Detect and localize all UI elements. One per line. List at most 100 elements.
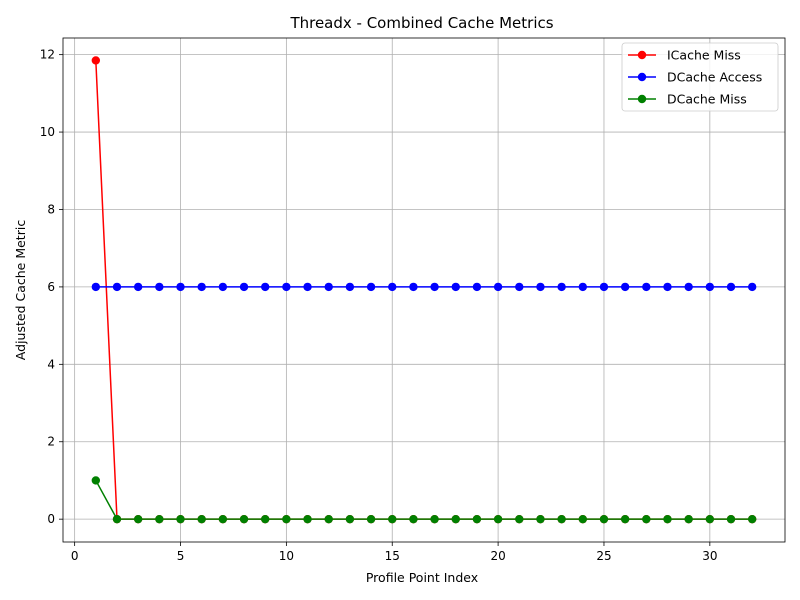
data-point-dcache-miss (112, 514, 122, 524)
data-point-dcache-miss (409, 514, 418, 524)
legend-swatch-marker (637, 94, 647, 104)
series-layer (91, 56, 757, 524)
data-point-dcache-access (747, 282, 757, 292)
ticks: 0 5 10 15 20 25 30 0 2 4 6 8 10 12 (40, 48, 718, 563)
data-point-dcache-access (133, 282, 143, 292)
data-point-dcache-access (218, 282, 228, 292)
data-point-dcache-access (239, 282, 249, 292)
data-point-dcache-miss (578, 514, 587, 524)
data-point-dcache-miss (345, 514, 355, 524)
x-tick-label: 15 (385, 549, 400, 563)
data-point-dcache-miss (133, 514, 143, 524)
data-point-dcache-miss (663, 514, 672, 524)
data-point-dcache-access (176, 282, 185, 292)
plot-frame (62, 37, 786, 543)
data-point-dcache-access (324, 282, 333, 292)
data-point-dcache-access (684, 282, 693, 292)
legend-item-dcache-miss: DCache Miss (628, 92, 747, 107)
data-point-dcache-access (599, 282, 609, 292)
data-point-dcache-access (451, 282, 460, 292)
x-tick-label: 5 (177, 549, 185, 563)
y-tick-label: 4 (47, 357, 55, 371)
x-axis-label: Profile Point Index (366, 570, 478, 585)
data-point-dcache-miss (218, 514, 228, 524)
data-point-dcache-miss (472, 514, 482, 524)
data-point-dcache-access (91, 282, 101, 292)
data-point-dcache-access (197, 282, 206, 292)
data-point-dcache-miss (557, 514, 566, 524)
data-point-dcache-miss (388, 514, 397, 524)
data-point-dcache-miss (282, 514, 291, 524)
legend-box (621, 42, 779, 112)
data-point-dcache-miss (239, 514, 249, 524)
data-point-dcache-access (261, 282, 270, 292)
data-point-dcache-access (705, 282, 715, 292)
y-axis-label: Adjusted Cache Metric (13, 220, 28, 361)
data-point-dcache-access (388, 282, 397, 292)
data-point-dcache-access (557, 282, 566, 292)
data-point-dcache-access (726, 282, 736, 292)
data-point-dcache-miss (451, 514, 460, 524)
x-tick-label: 25 (596, 549, 611, 563)
legend-swatch-marker (637, 72, 647, 82)
y-tick-label: 0 (47, 512, 55, 526)
data-point-dcache-miss (324, 514, 333, 524)
data-point-dcache-access (303, 282, 312, 292)
legend-label: ICache Miss (667, 48, 741, 63)
data-point-dcache-access (472, 282, 482, 292)
data-point-dcache-miss (430, 514, 439, 524)
data-point-dcache-miss (620, 514, 630, 524)
legend-item-dcache-access: DCache Access (628, 70, 762, 85)
data-point-dcache-miss (493, 514, 503, 524)
legend-label: DCache Access (667, 70, 762, 85)
data-point-dcache-miss (684, 514, 693, 524)
data-point-dcache-access (578, 282, 587, 292)
data-point-dcache-miss (599, 514, 609, 524)
series-dcache-access (91, 282, 757, 292)
data-point-dcache-miss (155, 514, 164, 524)
legend-swatch-marker (637, 50, 647, 60)
data-point-dcache-miss (705, 514, 715, 524)
data-point-dcache-miss (176, 514, 185, 524)
plot-border (62, 37, 786, 543)
y-tick-label: 8 (47, 202, 55, 216)
data-point-dcache-access (663, 282, 672, 292)
data-point-dcache-miss (91, 476, 101, 485)
y-tick-label: 6 (47, 280, 55, 294)
x-tick-label: 30 (702, 549, 717, 563)
data-point-dcache-access (515, 282, 524, 292)
legend-item-icache-miss: ICache Miss (628, 48, 741, 63)
y-tick-label: 2 (47, 435, 55, 449)
y-tick-label: 10 (40, 125, 55, 139)
data-point-dcache-access (112, 282, 122, 292)
data-point-dcache-access (620, 282, 630, 292)
data-point-dcache-access (155, 282, 164, 292)
data-point-icache-miss (91, 56, 101, 65)
data-point-dcache-miss (515, 514, 524, 524)
data-point-dcache-access (536, 282, 545, 292)
data-point-dcache-miss (726, 514, 736, 524)
data-point-dcache-miss (303, 514, 312, 524)
data-point-dcache-access (493, 282, 503, 292)
data-point-dcache-miss (642, 514, 651, 524)
data-point-dcache-access (366, 282, 376, 292)
y-tick-label: 12 (40, 48, 55, 62)
data-point-dcache-access (430, 282, 439, 292)
data-point-dcache-access (409, 282, 418, 292)
x-tick-label: 20 (490, 549, 505, 563)
legend: ICache Miss DCache Access DCache Miss (621, 42, 779, 112)
x-tick-label: 10 (279, 549, 294, 563)
chart-title: Threadx - Combined Cache Metrics (289, 14, 553, 32)
data-point-dcache-miss (197, 514, 206, 524)
series-dcache-miss (91, 476, 757, 524)
data-point-dcache-miss (366, 514, 376, 524)
data-point-dcache-miss (747, 514, 757, 524)
data-point-dcache-access (282, 282, 291, 292)
legend-label: DCache Miss (667, 92, 747, 107)
x-tick-label: 0 (71, 549, 79, 563)
data-point-dcache-miss (261, 514, 270, 524)
data-point-dcache-access (642, 282, 651, 292)
data-point-dcache-access (345, 282, 355, 292)
data-point-dcache-miss (536, 514, 545, 524)
